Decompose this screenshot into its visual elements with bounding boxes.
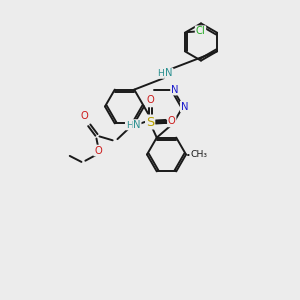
Text: O: O [81, 111, 88, 121]
Text: H: H [157, 69, 164, 78]
Text: O: O [168, 116, 176, 126]
Text: S: S [146, 116, 154, 128]
Text: N: N [181, 101, 188, 112]
Text: H: H [126, 121, 133, 130]
Text: O: O [146, 95, 154, 105]
Text: N: N [133, 120, 141, 130]
Text: N: N [165, 68, 173, 79]
Text: N: N [171, 85, 178, 94]
Text: O: O [94, 146, 102, 155]
Text: Cl: Cl [196, 26, 206, 36]
Text: CH₃: CH₃ [190, 150, 207, 159]
